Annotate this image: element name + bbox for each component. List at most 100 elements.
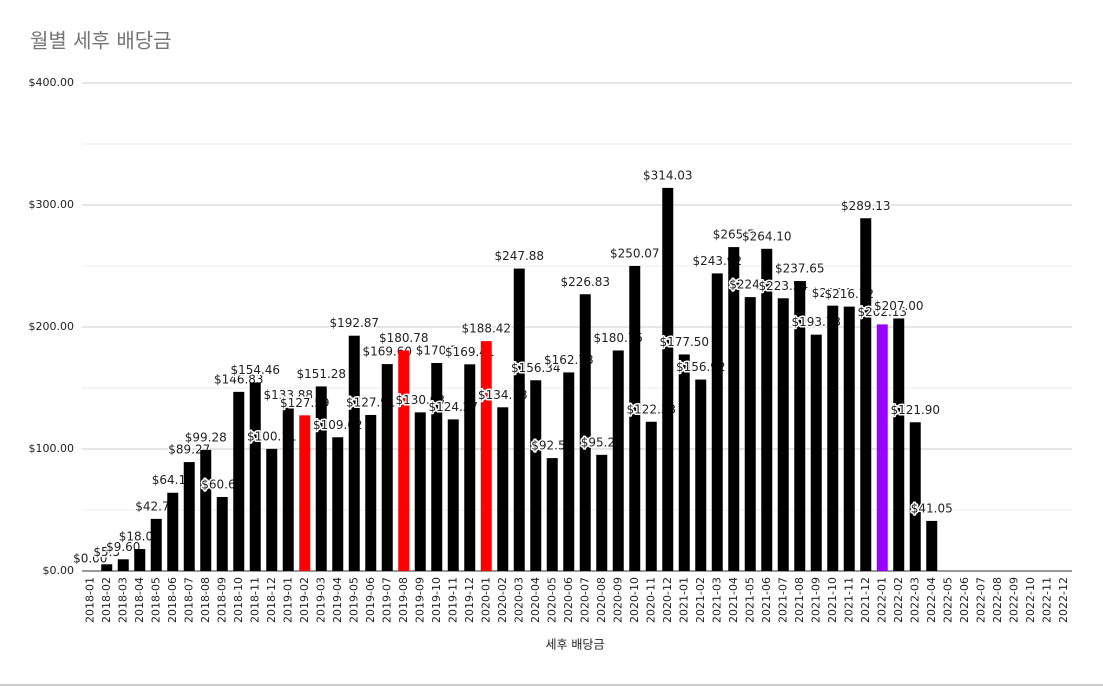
x-tick-label: 2022-04 bbox=[925, 577, 938, 623]
x-tick-label: 2020-01 bbox=[479, 577, 492, 623]
data-label: $41.05 bbox=[911, 501, 953, 515]
data-label: $202.13 bbox=[857, 305, 907, 319]
x-tick-label: 2019-10 bbox=[430, 577, 443, 623]
bar bbox=[711, 273, 723, 571]
x-tick-label: 2022-05 bbox=[941, 577, 954, 623]
x-tick-label: 2018-12 bbox=[265, 577, 278, 623]
x-tick-label: 2018-10 bbox=[232, 577, 245, 623]
x-tick-label: 2020-11 bbox=[644, 577, 657, 623]
data-label: $133.88 bbox=[263, 388, 313, 402]
x-tick-label: 2018-08 bbox=[199, 577, 212, 623]
x-tick-label: 2019-11 bbox=[446, 577, 459, 623]
data-label: $9.60 bbox=[106, 540, 140, 554]
bar bbox=[513, 268, 525, 571]
bar bbox=[579, 294, 591, 571]
x-tick-label: 2019-09 bbox=[413, 577, 426, 623]
x-tick-label: 2019-12 bbox=[463, 577, 476, 623]
bar bbox=[926, 520, 938, 571]
bar bbox=[662, 187, 674, 571]
bar bbox=[695, 379, 707, 571]
bar bbox=[332, 437, 344, 571]
x-tick-label: 2022-06 bbox=[958, 577, 971, 623]
x-tick-label: 2018-06 bbox=[166, 577, 179, 623]
x-tick-label: 2022-12 bbox=[1057, 577, 1070, 623]
data-label: $314.03 bbox=[643, 168, 693, 182]
data-label: $192.87 bbox=[329, 316, 379, 330]
x-tick-label: 2019-01 bbox=[281, 577, 294, 623]
bar bbox=[876, 324, 888, 571]
x-tick-label: 2021-09 bbox=[809, 577, 822, 623]
x-tick-label: 2019-02 bbox=[298, 577, 311, 623]
bar bbox=[183, 462, 195, 571]
data-label: $156.34 bbox=[511, 361, 561, 375]
bar bbox=[315, 386, 327, 571]
bar bbox=[497, 407, 509, 571]
x-tick-label: 2021-06 bbox=[760, 577, 773, 623]
y-tick-label: $200.00 bbox=[29, 320, 75, 333]
data-label: $154.46 bbox=[230, 363, 280, 377]
data-label: $151.28 bbox=[296, 367, 346, 381]
bar bbox=[117, 559, 129, 571]
y-tick-label: $300.00 bbox=[29, 198, 75, 211]
x-tick-label: 2022-07 bbox=[974, 577, 987, 623]
bar bbox=[629, 265, 641, 571]
bar bbox=[909, 422, 921, 571]
y-tick-label: $0.00 bbox=[43, 564, 75, 577]
data-label: $188.42 bbox=[461, 322, 511, 336]
x-tick-label: 2018-01 bbox=[83, 577, 96, 623]
bar bbox=[101, 564, 113, 571]
bar bbox=[596, 454, 608, 571]
bar bbox=[381, 364, 393, 571]
x-tick-label: 2019-03 bbox=[314, 577, 327, 623]
x-tick-label: 2022-11 bbox=[1040, 577, 1053, 623]
data-label: $226.83 bbox=[560, 275, 610, 289]
bar bbox=[233, 391, 245, 571]
x-tick-label: 2020-04 bbox=[529, 577, 542, 623]
x-tick-label: 2018-09 bbox=[215, 577, 228, 623]
bar bbox=[216, 496, 228, 571]
bar bbox=[348, 335, 360, 571]
data-label: $250.07 bbox=[610, 246, 660, 260]
x-tick-label: 2019-04 bbox=[331, 577, 344, 623]
bar bbox=[860, 218, 872, 571]
x-tick-label: 2018-04 bbox=[133, 577, 146, 623]
bar bbox=[150, 518, 162, 571]
bar bbox=[893, 318, 905, 571]
x-axis-title: 세후 배당금 bbox=[545, 638, 604, 652]
x-tick-label: 2018-05 bbox=[149, 577, 162, 623]
bar bbox=[200, 449, 212, 571]
x-tick-label: 2019-06 bbox=[364, 577, 377, 623]
x-tick-label: 2021-08 bbox=[793, 577, 806, 623]
x-tick-label: 2018-03 bbox=[116, 577, 129, 623]
x-tick-label: 2021-02 bbox=[694, 577, 707, 623]
x-tick-label: 2022-10 bbox=[1024, 577, 1037, 623]
x-tick-label: 2018-07 bbox=[182, 577, 195, 623]
x-tick-label: 2022-01 bbox=[875, 577, 888, 623]
x-tick-label: 2021-01 bbox=[677, 577, 690, 623]
bar bbox=[464, 364, 476, 571]
bar bbox=[167, 492, 179, 571]
x-tick-label: 2020-06 bbox=[562, 577, 575, 623]
x-tick-label: 2021-05 bbox=[743, 577, 756, 623]
data-label: $99.28 bbox=[185, 430, 227, 444]
x-tick-label: 2019-07 bbox=[380, 577, 393, 623]
x-tick-label: 2022-09 bbox=[1007, 577, 1020, 623]
bar bbox=[530, 380, 542, 571]
bar bbox=[134, 549, 146, 571]
data-label: $207.00 bbox=[874, 299, 924, 313]
bar bbox=[365, 414, 377, 571]
data-label: $177.50 bbox=[659, 335, 709, 349]
data-label: $5.5 bbox=[93, 545, 120, 559]
bar bbox=[447, 419, 459, 571]
bar bbox=[827, 305, 839, 571]
x-tick-label: 2020-07 bbox=[578, 577, 591, 623]
chart-title: 월별 세후 배당금 bbox=[30, 29, 172, 53]
bar bbox=[431, 362, 443, 571]
bar bbox=[728, 247, 740, 571]
bar bbox=[612, 350, 624, 571]
x-tick-label: 2018-11 bbox=[248, 577, 261, 623]
x-tick-label: 2021-03 bbox=[710, 577, 723, 623]
bar bbox=[398, 350, 410, 571]
bar bbox=[794, 281, 806, 571]
